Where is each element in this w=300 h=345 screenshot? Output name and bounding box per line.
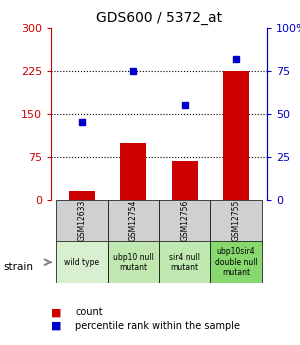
Bar — [159, 241, 210, 283]
Text: ■: ■ — [51, 321, 62, 331]
Text: GSM12633: GSM12633 — [77, 200, 86, 242]
Text: GSM12754: GSM12754 — [129, 200, 138, 242]
Text: ■: ■ — [51, 307, 62, 317]
Bar — [210, 241, 262, 283]
Bar — [56, 200, 108, 242]
Bar — [172, 161, 198, 200]
Bar — [69, 191, 95, 200]
Text: ubp10 null
mutant: ubp10 null mutant — [113, 253, 154, 272]
Bar — [120, 142, 146, 200]
Text: GSM12756: GSM12756 — [180, 200, 189, 242]
Bar — [223, 71, 249, 200]
Text: GSM12755: GSM12755 — [232, 200, 241, 242]
Bar — [56, 241, 108, 283]
Title: GDS600 / 5372_at: GDS600 / 5372_at — [96, 11, 222, 25]
Text: ubp10sir4
double null
mutant: ubp10sir4 double null mutant — [215, 247, 257, 277]
Text: wild type: wild type — [64, 258, 99, 267]
Bar — [108, 241, 159, 283]
Text: count: count — [75, 307, 103, 317]
Bar — [159, 200, 210, 242]
Bar — [108, 200, 159, 242]
Bar — [210, 200, 262, 242]
Text: percentile rank within the sample: percentile rank within the sample — [75, 321, 240, 331]
Text: sir4 null
mutant: sir4 null mutant — [169, 253, 200, 272]
Text: strain: strain — [3, 263, 33, 272]
